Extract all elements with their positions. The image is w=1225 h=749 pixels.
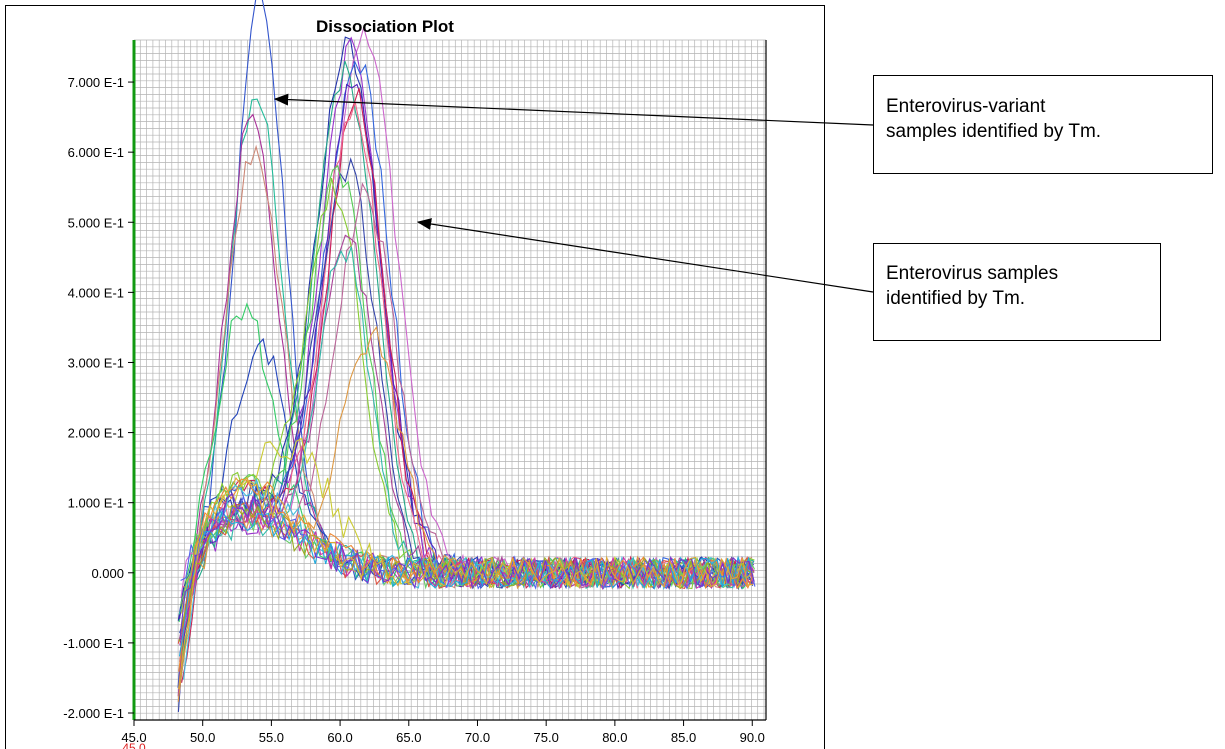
melt-curve-26 <box>179 496 755 654</box>
y-tick-label: 6.000 E-1 <box>68 145 124 160</box>
melt-curve-9 <box>178 36 754 702</box>
y-tick-label: 5.000 E-1 <box>68 215 124 230</box>
variant-arrow <box>273 93 874 126</box>
chart-title: Dissociation Plot <box>316 17 454 36</box>
y-tick-label: 2.000 E-1 <box>68 426 124 441</box>
melt-curve-15 <box>177 157 754 712</box>
y-tick-label: 7.000 E-1 <box>68 75 124 90</box>
melt-curve-22 <box>181 437 751 614</box>
melt-curve-31 <box>179 492 755 640</box>
x-tick-label: 50.0 <box>190 730 215 745</box>
melt-curves <box>177 0 756 712</box>
melt-curve-10 <box>182 60 753 638</box>
x-tick-label: 70.0 <box>465 730 490 745</box>
y-tick-label: -2.000 E-1 <box>63 706 124 721</box>
x-tick-label: 55.0 <box>259 730 284 745</box>
melt-curve-19 <box>177 234 754 697</box>
x-tick-label: 75.0 <box>534 730 559 745</box>
x-tick-label: 60.0 <box>327 730 352 745</box>
y-tick-label: 1.000 E-1 <box>68 496 124 511</box>
x-tick-label: 90.0 <box>740 730 765 745</box>
x-tick-label: 80.0 <box>602 730 627 745</box>
y-tick-label: 4.000 E-1 <box>68 285 124 300</box>
melt-curve-30 <box>178 510 755 657</box>
melt-curve-32 <box>178 476 754 690</box>
plot-axes: -2.000 E-1 -1.000 E-1 0.000 1.000 E-1 2.000 … <box>63 40 767 749</box>
callout-enterovirus-variant: Enterovirus-variant samples identified b… <box>873 75 1213 174</box>
y-tick-label: -1.000 E-1 <box>63 636 124 651</box>
x-tick-label: 65.0 <box>396 730 421 745</box>
callout-enterovirus: Enterovirus samples identified by Tm. <box>873 243 1161 341</box>
chart-frame <box>5 5 825 749</box>
melt-curve-13 <box>181 88 752 683</box>
x-min-marker: 45.0 <box>122 741 146 749</box>
melt-curve-2 <box>178 98 754 696</box>
plot-grid <box>133 39 766 721</box>
enterovirus-arrow <box>416 218 874 293</box>
y-tick-label: 0.000 <box>91 566 124 581</box>
y-tick-label: 3.000 E-1 <box>68 355 124 370</box>
x-tick-label: 85.0 <box>671 730 696 745</box>
melt-curve-17 <box>179 182 755 662</box>
melt-curve-6 <box>179 337 755 634</box>
x-tick-label: 45.0 <box>121 730 146 745</box>
